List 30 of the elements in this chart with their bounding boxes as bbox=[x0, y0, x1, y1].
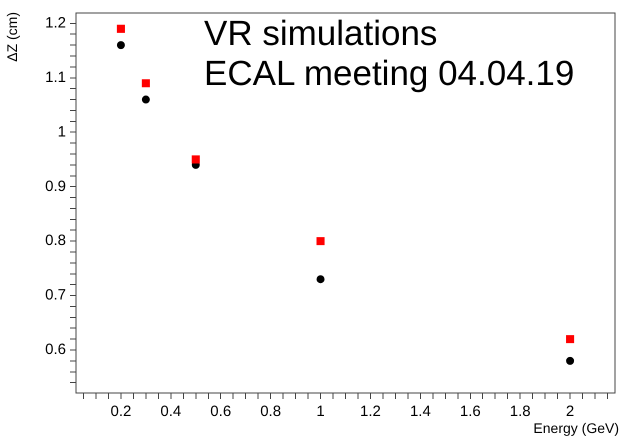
point bbox=[316, 275, 325, 284]
y-tick-label: 1.1 bbox=[45, 68, 66, 86]
point bbox=[142, 79, 150, 88]
point bbox=[566, 335, 574, 344]
point bbox=[192, 155, 200, 164]
annotation: ECAL meeting 04.04.19 bbox=[204, 54, 574, 94]
x-tick-label: 1.4 bbox=[410, 403, 431, 420]
y-tick-label: 0.6 bbox=[45, 341, 66, 358]
y-tick-label: 1.2 bbox=[45, 14, 66, 32]
point bbox=[566, 356, 574, 365]
x-tick-label: 0.8 bbox=[260, 403, 282, 420]
x-tick-label: 1 bbox=[316, 403, 325, 420]
y-tick-label: 0.9 bbox=[45, 178, 66, 195]
x-tick-label: 1.8 bbox=[510, 403, 531, 420]
point bbox=[142, 96, 150, 104]
point bbox=[316, 237, 325, 246]
x-tick-label: 0.4 bbox=[160, 403, 182, 420]
point bbox=[116, 24, 125, 33]
x-tick-label: 1.6 bbox=[460, 403, 481, 420]
x-tick-label: 1.2 bbox=[360, 403, 381, 420]
y-tick-label: 0.7 bbox=[45, 286, 66, 304]
x-tick-label: 2 bbox=[566, 403, 574, 420]
x-tick-label: 0.6 bbox=[210, 403, 232, 420]
y-tick-label: 1 bbox=[58, 123, 66, 140]
x-axis-title: Energy (GeV) bbox=[533, 420, 619, 436]
y-tick-label: 0.8 bbox=[45, 232, 66, 250]
y-axis-title: ΔZ (cm) bbox=[4, 12, 20, 62]
annotation: VR simulations bbox=[204, 14, 438, 54]
x-tick-label: 0.2 bbox=[110, 403, 132, 420]
point bbox=[116, 41, 125, 50]
